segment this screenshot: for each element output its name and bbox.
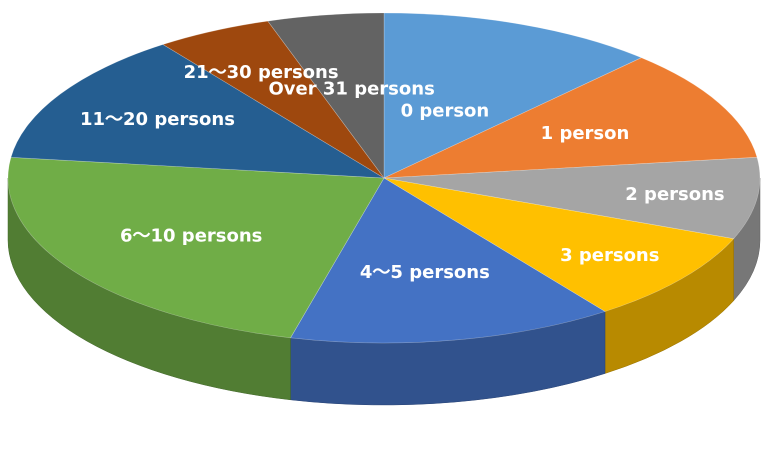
pie-slice-4-5-persons xyxy=(290,177,606,344)
label-2-persons: 2 persons xyxy=(625,184,724,205)
label-21-30-persons: 21～30 persons xyxy=(184,62,339,83)
label-3-persons: 3 persons xyxy=(560,245,659,266)
label-over-31-persons: Over 31 persons xyxy=(269,78,435,99)
pie-slice-0-person xyxy=(383,12,643,179)
pie-side-walls xyxy=(7,177,761,406)
label-0-person: 0 person xyxy=(401,100,490,121)
pie-slice-2-persons xyxy=(383,157,761,240)
pie-slice-11-20-persons xyxy=(10,44,385,179)
pie-top-faces xyxy=(7,12,761,344)
label-11-20-persons: 11～20 persons xyxy=(80,109,235,130)
pie-slice-6-10-persons xyxy=(7,157,385,339)
label-4-5-persons: 4～5 persons xyxy=(360,262,490,283)
pie-slice-3-persons xyxy=(383,177,735,312)
pie-slice-1-person xyxy=(383,57,758,179)
label-6-10-persons: 6～10 persons xyxy=(120,226,262,247)
label-1-person: 1 person xyxy=(541,123,630,144)
pie-slice-21-30-persons xyxy=(162,20,385,179)
pie-labels: 0 person 1 person 2 persons 3 persons 4～5 pe… xyxy=(80,62,725,283)
pie-slice-over-31-persons xyxy=(267,12,385,179)
